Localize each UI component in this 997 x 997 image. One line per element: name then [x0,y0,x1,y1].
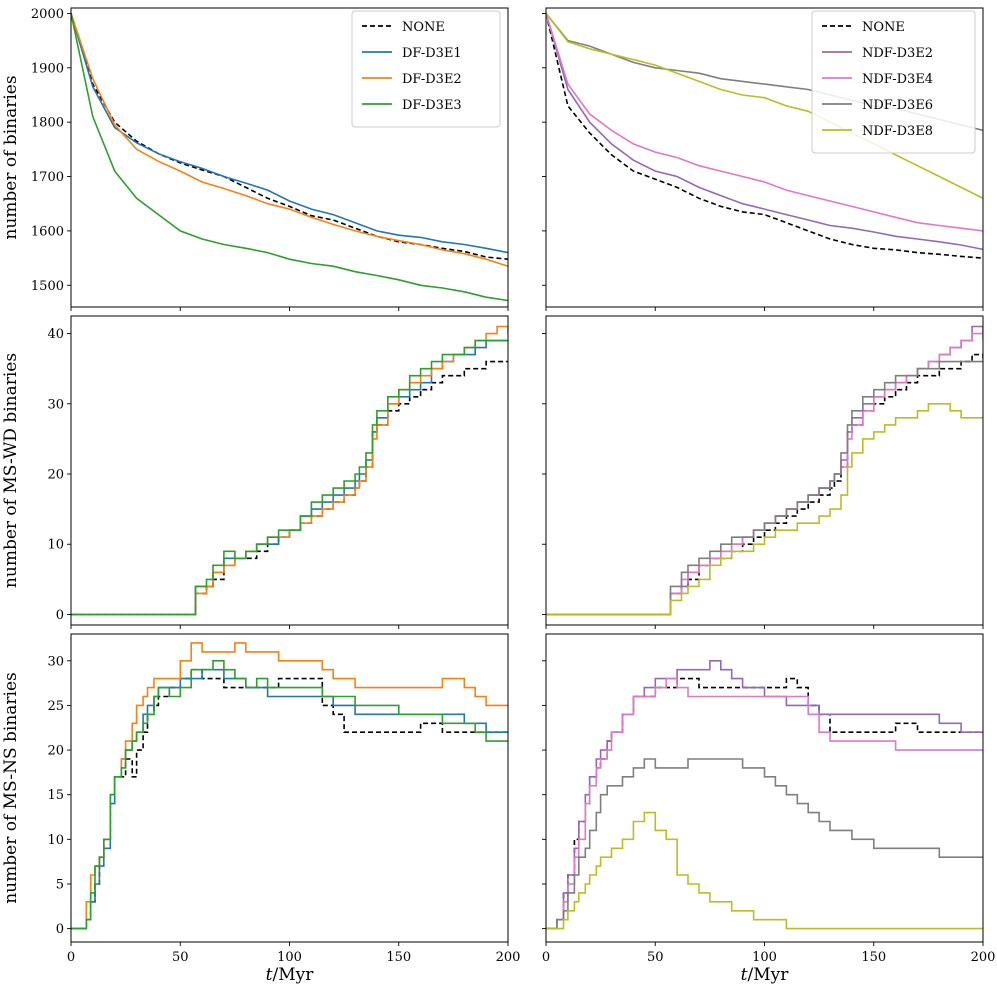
series-NDF-D3E4 [546,13,983,232]
y-tick-label: 20 [47,744,64,759]
series-NONE [546,13,983,259]
panel-middle-right [542,315,984,629]
y-tick-label: 25 [47,699,64,714]
series-DF-D3E3 [71,13,508,302]
legend: NONE DF-D3E1 DF-D3E2 DF-D3E3 [351,10,501,128]
x-tick-label: 0 [542,950,550,965]
y-tick-label: 1700 [31,170,64,185]
axes-frame [545,7,984,308]
x-axis-label-var: t [266,965,273,985]
series-DF-D3E1 [71,13,508,254]
series-DF-D3E2 [71,325,508,616]
panel-bottom-left: 0 5 10 15 20 25 30 0 50 100 150 200 number of MS-NS … [1,633,521,985]
series-NDF-D3E2 [546,13,983,251]
x-axis-label: t/Myr [741,965,790,985]
series-NDF-D3E8 [546,403,983,616]
axes-frame [70,315,509,626]
x-tick-label: 200 [496,950,521,965]
legend-label-DF-D3E3: DF-D3E3 [402,98,462,113]
series-DF-D3E3 [71,339,508,616]
series-NONE [546,353,983,616]
series-DF-D3E3 [71,660,508,930]
legend-label-NDF-D3E6: NDF-D3E6 [862,98,933,113]
legend-label-NDF-D3E8: NDF-D3E8 [862,124,933,139]
y-tick-label: 1500 [31,279,64,294]
y-tick-label: 2000 [31,7,64,22]
y-tick-label: 20 [47,468,64,483]
y-tick-label: 30 [47,654,64,669]
panel-top-left: 1500 1600 1700 1800 1900 2000 number of binari… [1,7,509,311]
x-tick-label: 150 [386,950,411,965]
series-NDF-D3E8 [546,811,983,930]
legend-box [351,10,501,128]
legend: NONE NDF-D3E2 NDF-D3E4 NDF-D3E6 NDF-D3E8 [811,10,976,154]
x-axis-label-var: t [741,965,748,985]
y-tick-label: 1600 [31,224,64,239]
x-tick-label: 0 [67,950,75,965]
x-axis-label-unit: /Myr [747,965,789,985]
legend-box [811,10,976,154]
y-tick-label: 0 [56,922,64,937]
y-axis-label: number of MS-WD binaries [1,353,21,588]
series-NONE [546,677,983,930]
legend-label-NONE: NONE [402,20,445,35]
y-tick-label: 10 [47,538,64,553]
x-axis-label: t/Myr [266,965,315,985]
series-DF-D3E2 [71,642,508,930]
legend-label-NDF-D3E2: NDF-D3E2 [862,46,933,61]
x-tick-label: 150 [861,950,886,965]
y-tick-label: 1800 [31,116,64,131]
series-NDF-D3E6 [546,758,983,930]
series-NDF-D3E6 [546,360,983,616]
panel-bottom-right: 0 50 100 150 200 t/Myr [542,633,996,985]
legend-label-NDF-D3E4: NDF-D3E4 [862,72,933,87]
axes-frame [545,633,984,943]
series-NDF-D3E2 [546,660,983,930]
series-NONE [71,360,508,616]
axes-frame [545,315,984,626]
y-axis-label: number of MS-NS binaries [1,672,21,904]
axes-frame [70,7,509,308]
x-tick-label: 200 [971,950,996,965]
x-axis-label-unit: /Myr [272,965,314,985]
legend-label-DF-D3E2: DF-D3E2 [402,72,462,87]
y-axis-label: number of binaries [1,75,21,239]
series-DF-D3E1 [71,668,508,930]
series-DF-D3E2 [71,13,508,267]
x-tick-label: 100 [752,950,777,965]
series-NDF-D3E4 [546,677,983,930]
y-tick-label: 1900 [31,61,64,76]
y-tick-label: 5 [56,877,64,892]
y-tick-label: 15 [47,788,64,803]
y-tick-label: 10 [47,833,64,848]
x-tick-label: 50 [647,950,664,965]
series-NDF-D3E8 [546,12,983,200]
y-tick-label: 30 [47,397,64,412]
legend-label-NONE: NONE [862,20,905,35]
x-tick-label: 50 [172,950,189,965]
legend-label-DF-D3E1: DF-D3E1 [402,46,462,61]
y-tick-label: 0 [56,608,64,623]
y-tick-label: 40 [47,327,64,342]
panel-middle-left: 0 10 20 30 40 number of MS-WD binaries [1,315,509,629]
series-NONE [71,13,508,260]
x-tick-label: 100 [277,950,302,965]
panel-top-right: NONE NDF-D3E2 NDF-D3E4 NDF-D3E6 NDF-D3E8 [542,7,984,311]
axes-frame [70,633,509,943]
